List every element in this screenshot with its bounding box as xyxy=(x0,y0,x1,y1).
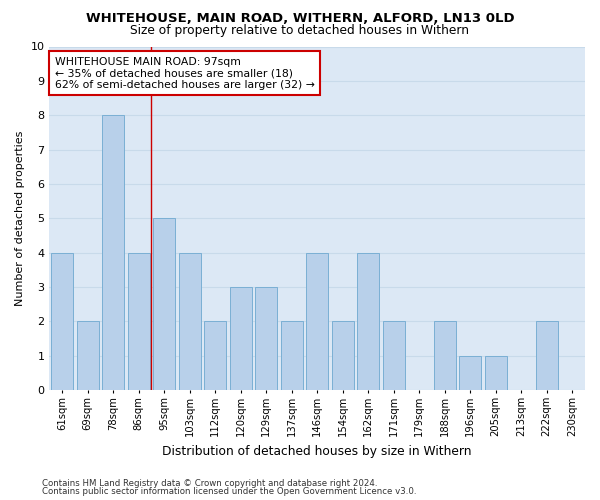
Text: WHITEHOUSE MAIN ROAD: 97sqm
← 35% of detached houses are smaller (18)
62% of sem: WHITEHOUSE MAIN ROAD: 97sqm ← 35% of det… xyxy=(55,57,314,90)
Text: Contains HM Land Registry data © Crown copyright and database right 2024.: Contains HM Land Registry data © Crown c… xyxy=(42,478,377,488)
Text: Contains public sector information licensed under the Open Government Licence v3: Contains public sector information licen… xyxy=(42,487,416,496)
Bar xyxy=(383,322,404,390)
Text: WHITEHOUSE, MAIN ROAD, WITHERN, ALFORD, LN13 0LD: WHITEHOUSE, MAIN ROAD, WITHERN, ALFORD, … xyxy=(86,12,514,26)
Text: Size of property relative to detached houses in Withern: Size of property relative to detached ho… xyxy=(131,24,470,37)
Bar xyxy=(358,252,379,390)
Bar xyxy=(256,287,277,390)
Y-axis label: Number of detached properties: Number of detached properties xyxy=(15,130,25,306)
Bar xyxy=(460,356,481,390)
Bar xyxy=(154,218,175,390)
Bar xyxy=(434,322,455,390)
Bar xyxy=(205,322,226,390)
Bar xyxy=(179,252,200,390)
Bar xyxy=(281,322,302,390)
X-axis label: Distribution of detached houses by size in Withern: Distribution of detached houses by size … xyxy=(163,444,472,458)
Bar xyxy=(307,252,328,390)
Bar xyxy=(230,287,251,390)
Bar xyxy=(103,115,124,390)
Bar xyxy=(77,322,98,390)
Bar xyxy=(128,252,149,390)
Bar xyxy=(485,356,506,390)
Bar xyxy=(52,252,73,390)
Bar xyxy=(536,322,557,390)
Bar xyxy=(332,322,353,390)
